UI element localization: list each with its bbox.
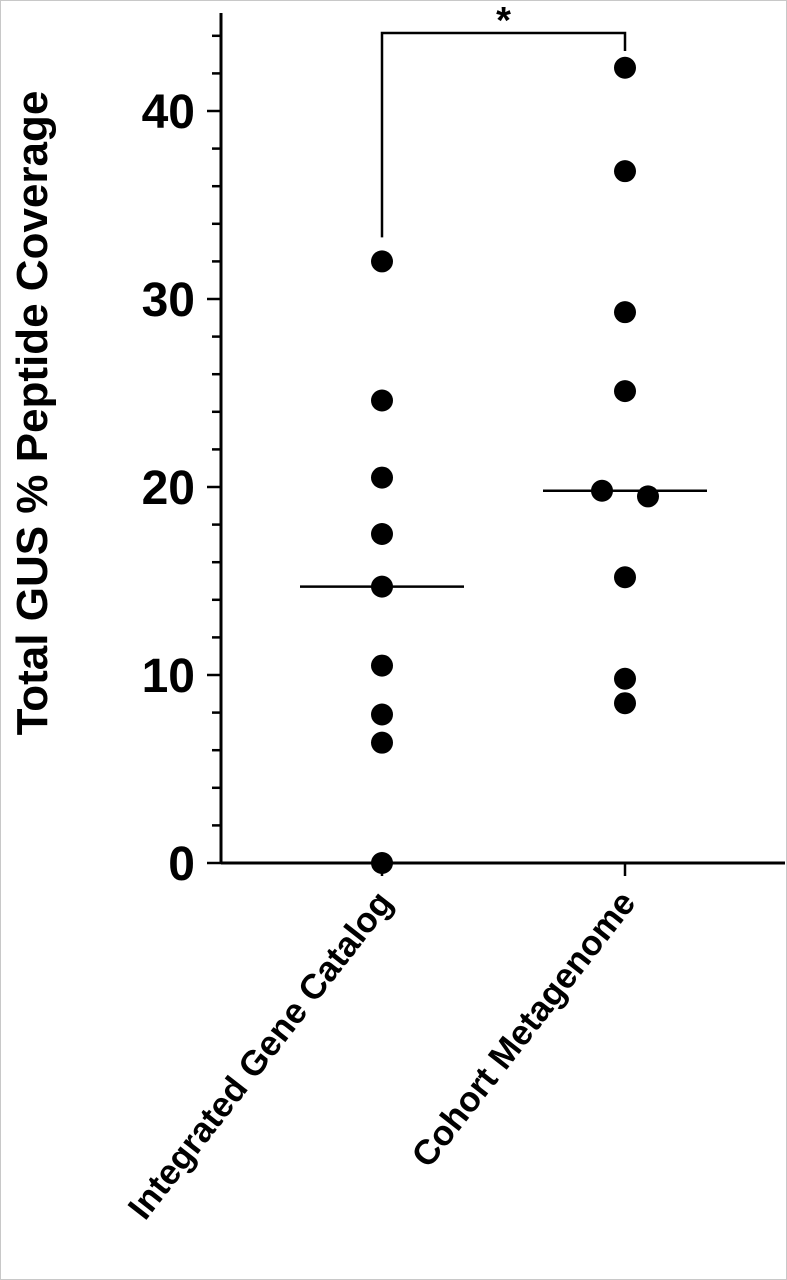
y-ticks: 0 10 20 30 40 — [142, 34, 221, 891]
data-point — [614, 380, 636, 403]
data-point — [371, 703, 393, 726]
significance-bracket — [380, 31, 627, 238]
data-point — [371, 466, 393, 489]
data-point — [614, 667, 636, 690]
data-point — [591, 479, 613, 502]
y-tick-label: 0 — [168, 838, 195, 891]
data-point — [371, 250, 393, 273]
category-labels: Integrated Gene Catalog Cohort Metagenome — [121, 884, 644, 1227]
data-point — [371, 523, 393, 545]
data-point — [637, 485, 659, 508]
data-point — [614, 160, 636, 183]
data-point — [371, 852, 393, 874]
x-ticks — [380, 863, 627, 876]
y-tick-label: 30 — [142, 274, 195, 327]
axes — [219, 13, 785, 865]
significance-bracket-group: * — [380, 1, 627, 238]
y-tick-label: 10 — [142, 650, 195, 703]
data-point — [614, 692, 636, 715]
data-points — [371, 56, 659, 874]
data-point — [371, 389, 393, 412]
data-point — [371, 575, 393, 598]
data-point — [614, 56, 636, 79]
y-tick-label: 20 — [142, 462, 195, 515]
y-axis-label: Total GUS % Peptide Coverage — [8, 91, 57, 736]
x-category-label: Integrated Gene Catalog — [121, 884, 401, 1227]
data-point — [371, 731, 393, 754]
data-point — [614, 301, 636, 324]
data-point — [614, 566, 636, 589]
data-point — [371, 654, 393, 677]
x-category-label: Cohort Metagenome — [404, 884, 643, 1175]
significance-label: * — [496, 1, 511, 42]
y-tick-label: 40 — [142, 86, 195, 139]
